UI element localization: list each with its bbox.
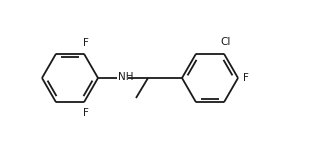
Text: F: F	[83, 108, 89, 118]
Text: Cl: Cl	[221, 37, 231, 47]
Text: F: F	[243, 73, 249, 83]
Text: F: F	[83, 38, 89, 48]
Text: NH: NH	[118, 72, 134, 82]
